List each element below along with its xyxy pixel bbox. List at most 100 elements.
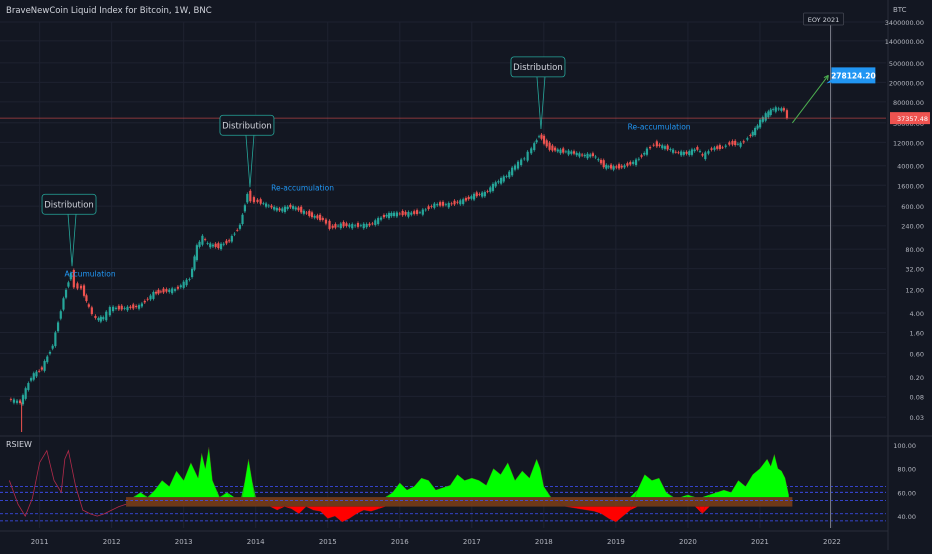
candle[interactable] <box>283 206 287 213</box>
candle[interactable] <box>505 176 508 178</box>
candle[interactable] <box>707 151 710 154</box>
candle[interactable] <box>228 240 231 242</box>
candle[interactable] <box>76 283 79 289</box>
candle[interactable] <box>324 219 328 224</box>
candle[interactable] <box>424 209 427 211</box>
candle[interactable] <box>204 239 207 241</box>
candle[interactable] <box>594 156 597 158</box>
candle[interactable] <box>243 205 247 212</box>
candle[interactable] <box>171 288 174 294</box>
candle[interactable] <box>318 214 322 221</box>
candle[interactable] <box>407 212 410 217</box>
candle[interactable] <box>605 164 608 169</box>
candle[interactable] <box>359 225 362 227</box>
candle[interactable] <box>90 307 93 315</box>
candle[interactable] <box>433 203 436 208</box>
candle[interactable] <box>264 203 268 207</box>
candle[interactable] <box>602 160 605 168</box>
candle[interactable] <box>489 187 492 192</box>
candle[interactable] <box>696 147 699 150</box>
candle[interactable] <box>294 207 297 210</box>
candle[interactable] <box>149 295 152 300</box>
candle[interactable] <box>15 400 19 403</box>
candle[interactable] <box>201 235 204 245</box>
candle[interactable] <box>18 400 22 404</box>
candle[interactable] <box>634 159 638 166</box>
candle[interactable] <box>439 202 442 206</box>
candle[interactable] <box>669 149 672 151</box>
candle[interactable] <box>385 214 388 217</box>
candle[interactable] <box>645 148 649 155</box>
candle[interactable] <box>281 208 284 212</box>
candle[interactable] <box>698 151 702 152</box>
candle[interactable] <box>345 223 348 227</box>
candle[interactable] <box>615 166 618 168</box>
candle[interactable] <box>99 316 102 322</box>
candle[interactable] <box>82 285 86 296</box>
candle[interactable] <box>736 143 739 145</box>
candle[interactable] <box>211 244 215 247</box>
candle[interactable] <box>632 161 635 164</box>
candle[interactable] <box>273 206 276 210</box>
candle[interactable] <box>310 212 314 218</box>
candle[interactable] <box>176 286 180 289</box>
candle[interactable] <box>620 165 623 168</box>
candle[interactable] <box>658 144 661 146</box>
candle[interactable] <box>759 119 762 128</box>
candle[interactable] <box>233 233 236 235</box>
candle[interactable] <box>32 373 35 380</box>
candle[interactable] <box>623 165 626 168</box>
candle[interactable] <box>188 279 191 280</box>
candle[interactable] <box>173 289 177 291</box>
candle[interactable] <box>655 141 658 147</box>
candle[interactable] <box>663 146 667 149</box>
candle[interactable] <box>456 201 459 203</box>
candle[interactable] <box>542 135 546 144</box>
candle[interactable] <box>556 149 559 152</box>
candle[interactable] <box>368 223 371 226</box>
candle[interactable] <box>179 285 182 288</box>
candle[interactable] <box>716 146 719 149</box>
candle[interactable] <box>564 151 568 153</box>
candle[interactable] <box>85 295 88 302</box>
candle[interactable] <box>436 204 439 206</box>
candle[interactable] <box>728 142 731 145</box>
candle[interactable] <box>508 171 511 178</box>
candle[interactable] <box>64 289 68 298</box>
candle[interactable] <box>102 317 105 320</box>
candle[interactable] <box>441 201 445 206</box>
candle[interactable] <box>609 164 613 169</box>
candle[interactable] <box>159 291 162 293</box>
candle[interactable] <box>526 151 529 161</box>
candle[interactable] <box>105 311 108 321</box>
candle[interactable] <box>612 166 615 170</box>
candle[interactable] <box>198 241 201 247</box>
candle[interactable] <box>94 315 97 318</box>
candle[interactable] <box>418 212 422 214</box>
candle[interactable] <box>302 210 305 214</box>
candle[interactable] <box>467 196 470 200</box>
candle[interactable] <box>520 159 523 166</box>
candle[interactable] <box>390 212 393 217</box>
candle[interactable] <box>475 192 478 197</box>
candle[interactable] <box>362 223 365 229</box>
candle[interactable] <box>481 192 484 197</box>
candle[interactable] <box>21 395 25 405</box>
candle[interactable] <box>462 199 465 205</box>
candle[interactable] <box>157 289 160 294</box>
candle[interactable] <box>637 158 640 160</box>
candle[interactable] <box>756 125 759 129</box>
candle[interactable] <box>87 304 90 307</box>
candle[interactable] <box>275 207 278 211</box>
candle[interactable] <box>126 306 129 311</box>
candle[interactable] <box>252 197 256 203</box>
candle[interactable] <box>51 345 54 349</box>
candle[interactable] <box>291 206 295 209</box>
candle[interactable] <box>249 190 252 202</box>
candle[interactable] <box>494 182 497 187</box>
candle[interactable] <box>120 305 123 310</box>
candle[interactable] <box>761 117 764 122</box>
candle[interactable] <box>671 149 675 153</box>
candle[interactable] <box>72 270 75 288</box>
candle[interactable] <box>342 221 345 227</box>
